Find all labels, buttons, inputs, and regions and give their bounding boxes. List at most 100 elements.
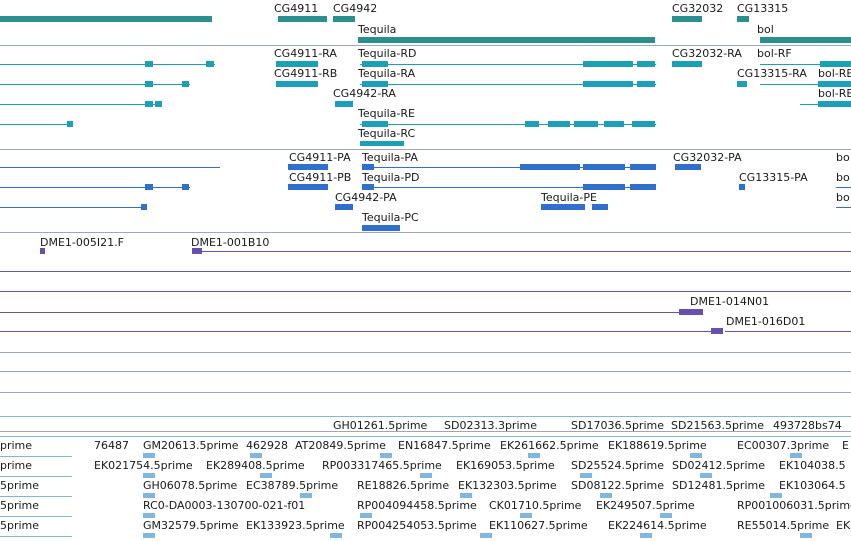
est-label[interactable]: 493728bs74 bbox=[773, 419, 842, 432]
est-line[interactable] bbox=[0, 516, 72, 517]
protein-block[interactable] bbox=[675, 164, 701, 170]
transcript-label[interactable]: bol-RB bbox=[818, 87, 851, 100]
est-block[interactable] bbox=[143, 513, 155, 518]
transcript-exon[interactable] bbox=[145, 61, 153, 67]
est-block[interactable] bbox=[690, 453, 702, 458]
clone-feature[interactable] bbox=[40, 248, 45, 254]
est-block[interactable] bbox=[520, 513, 532, 518]
transcript-exon[interactable] bbox=[145, 101, 153, 107]
est-label[interactable]: EK132303.5prime bbox=[458, 479, 557, 492]
est-label[interactable]: EK133923.5prime bbox=[246, 519, 345, 532]
protein-label[interactable]: Tequila-PC bbox=[362, 211, 419, 224]
protein-line[interactable] bbox=[836, 207, 851, 208]
est-label[interactable]: RE55014.5prime bbox=[737, 519, 830, 532]
protein-label[interactable]: bo bbox=[836, 171, 850, 184]
est-block[interactable] bbox=[528, 453, 540, 458]
est-label[interactable]: SD17036.5prime bbox=[571, 419, 664, 432]
est-label[interactable]: 5prime bbox=[0, 479, 40, 492]
est-block[interactable] bbox=[580, 473, 592, 478]
protein-label[interactable]: bo bbox=[836, 191, 850, 204]
est-block[interactable] bbox=[420, 473, 432, 478]
transcript-label[interactable]: CG32032-RA bbox=[672, 47, 742, 60]
est-label[interactable]: EK188619.5prime bbox=[608, 439, 707, 452]
protein-line[interactable] bbox=[0, 187, 190, 188]
gene-label[interactable]: CG4942 bbox=[333, 2, 378, 15]
transcript-exon[interactable] bbox=[525, 121, 539, 127]
protein-block[interactable] bbox=[592, 204, 608, 210]
transcript-exon[interactable] bbox=[155, 101, 162, 107]
clone-label[interactable]: DME1-005I21.F bbox=[40, 236, 124, 249]
transcript-line[interactable] bbox=[0, 64, 215, 65]
est-label[interactable]: E bbox=[842, 439, 849, 452]
est-label[interactable]: EC38789.5prime bbox=[246, 479, 339, 492]
transcript-label[interactable]: bol-RE bbox=[818, 67, 851, 80]
est-label[interactable]: 76487 bbox=[94, 439, 129, 452]
est-label[interactable]: 5prime bbox=[0, 519, 40, 532]
est-line[interactable] bbox=[0, 536, 72, 537]
transcript-exon[interactable] bbox=[182, 81, 189, 87]
transcript-exon[interactable] bbox=[583, 61, 633, 67]
transcript-exon[interactable] bbox=[737, 81, 747, 87]
protein-block[interactable] bbox=[630, 184, 656, 190]
est-label[interactable]: EK103064.5 bbox=[779, 479, 846, 492]
est-line[interactable] bbox=[0, 436, 851, 437]
transcript-line[interactable] bbox=[0, 124, 72, 125]
protein-label[interactable]: CG4942-PA bbox=[335, 191, 397, 204]
est-label[interactable]: RP003317465.5prime bbox=[322, 459, 442, 472]
protein-label[interactable]: Tequila-PA bbox=[362, 151, 418, 164]
gene-feature[interactable] bbox=[760, 37, 851, 43]
clone-line[interactable] bbox=[192, 251, 851, 252]
gene-feature[interactable] bbox=[358, 37, 655, 43]
protein-line[interactable] bbox=[0, 207, 146, 208]
est-line[interactable] bbox=[0, 496, 72, 497]
protein-label[interactable]: CG4911-PB bbox=[289, 171, 352, 184]
protein-line[interactable] bbox=[0, 167, 220, 168]
est-block[interactable] bbox=[330, 533, 342, 538]
gene-feature[interactable] bbox=[278, 16, 327, 22]
est-block[interactable] bbox=[360, 513, 372, 518]
protein-label[interactable]: CG4911-PA bbox=[289, 151, 351, 164]
transcript-label[interactable]: Tequila-RC bbox=[358, 127, 416, 140]
gene-label[interactable]: CG13315 bbox=[737, 2, 789, 15]
clone-line[interactable] bbox=[0, 312, 680, 313]
protein-block[interactable] bbox=[288, 164, 328, 170]
transcript-exon[interactable] bbox=[604, 121, 624, 127]
transcript-label[interactable]: CG4911-RA bbox=[274, 47, 337, 60]
est-block[interactable] bbox=[700, 473, 712, 478]
transcript-exon[interactable] bbox=[637, 81, 655, 87]
est-label[interactable]: GH01261.5prime bbox=[333, 419, 428, 432]
transcript-exon[interactable] bbox=[632, 121, 655, 127]
transcript-exon[interactable] bbox=[818, 81, 851, 87]
gene-feature[interactable] bbox=[737, 16, 749, 22]
est-label[interactable]: EK021754.5prime bbox=[94, 459, 193, 472]
est-label[interactable]: EK249507.5prime bbox=[596, 499, 695, 512]
est-block[interactable] bbox=[380, 453, 392, 458]
transcript-exon[interactable] bbox=[276, 61, 318, 67]
est-label[interactable]: EK104038.5 bbox=[779, 459, 846, 472]
gene-feature[interactable] bbox=[672, 16, 702, 22]
transcript-exon[interactable] bbox=[335, 101, 353, 107]
transcript-label[interactable]: CG13315-RA bbox=[737, 67, 807, 80]
transcript-exon[interactable] bbox=[67, 121, 73, 127]
est-label[interactable]: EK169053.5prime bbox=[456, 459, 555, 472]
gene-label[interactable]: Tequila bbox=[358, 23, 397, 36]
protein-block[interactable] bbox=[182, 184, 189, 190]
transcript-exon[interactable] bbox=[672, 61, 702, 67]
clone-label[interactable]: DME1-014N01 bbox=[690, 295, 770, 308]
transcript-exon[interactable] bbox=[574, 121, 598, 127]
transcript-exon[interactable] bbox=[360, 141, 404, 146]
transcript-exon[interactable] bbox=[276, 81, 318, 87]
gene-feature[interactable] bbox=[0, 16, 212, 22]
est-label[interactable]: 462928 bbox=[246, 439, 288, 452]
transcript-line[interactable] bbox=[760, 64, 851, 65]
protein-block[interactable] bbox=[583, 164, 625, 170]
est-label[interactable]: EK289408.5prime bbox=[206, 459, 305, 472]
est-block[interactable] bbox=[143, 533, 155, 538]
est-label[interactable]: SD12481.5prime bbox=[672, 479, 765, 492]
clone-label[interactable]: DME1-001B10 bbox=[191, 236, 270, 249]
transcript-exon[interactable] bbox=[145, 81, 153, 87]
est-line[interactable] bbox=[0, 416, 851, 417]
est-label[interactable]: RP004254053.5prime bbox=[357, 519, 477, 532]
protein-block[interactable] bbox=[141, 204, 147, 210]
